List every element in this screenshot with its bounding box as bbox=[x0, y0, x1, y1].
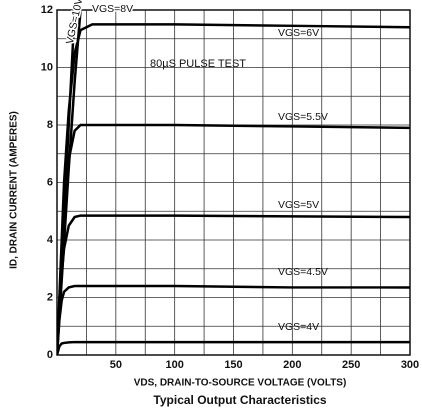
series-label: VGS=8V bbox=[92, 3, 133, 15]
series-label: VGS=5V bbox=[278, 199, 319, 211]
x-tick-label: 250 bbox=[342, 359, 360, 371]
series-label: VGS=5.5V bbox=[278, 111, 328, 123]
plot-frame bbox=[56, 9, 411, 356]
x-tick-label: 50 bbox=[110, 359, 122, 371]
series-line bbox=[57, 9, 76, 355]
y-tick-label: 4 bbox=[47, 234, 54, 246]
series-label: VGS=6V bbox=[278, 27, 319, 39]
y-tick-label: 2 bbox=[47, 291, 53, 303]
series-label: VGS=4.5V bbox=[278, 266, 328, 278]
chart-title: Typical Output Characteristics bbox=[153, 393, 326, 407]
x-tick-label: 200 bbox=[283, 359, 301, 371]
x-tick-label: 150 bbox=[224, 359, 242, 371]
y-tick-label: 0 bbox=[47, 349, 53, 361]
x-tick-label: 100 bbox=[165, 359, 183, 371]
y-axis-label: ID, DRAIN CURRENT (AMPERES) bbox=[9, 111, 20, 269]
y-tick-label: 12 bbox=[41, 4, 53, 16]
annotation: 80µS PULSE TEST bbox=[150, 58, 246, 70]
y-tick-label: 8 bbox=[47, 119, 53, 131]
series-line bbox=[57, 340, 410, 355]
x-axis-label: VDS, DRAIN-TO-SOURCE VOLTAGE (VOLTS) bbox=[134, 378, 347, 389]
series-label: VGS=4V bbox=[278, 321, 319, 333]
x-tick-label: 300 bbox=[401, 359, 419, 371]
y-tick-label: 10 bbox=[41, 61, 53, 73]
y-tick-label: 6 bbox=[47, 176, 53, 188]
